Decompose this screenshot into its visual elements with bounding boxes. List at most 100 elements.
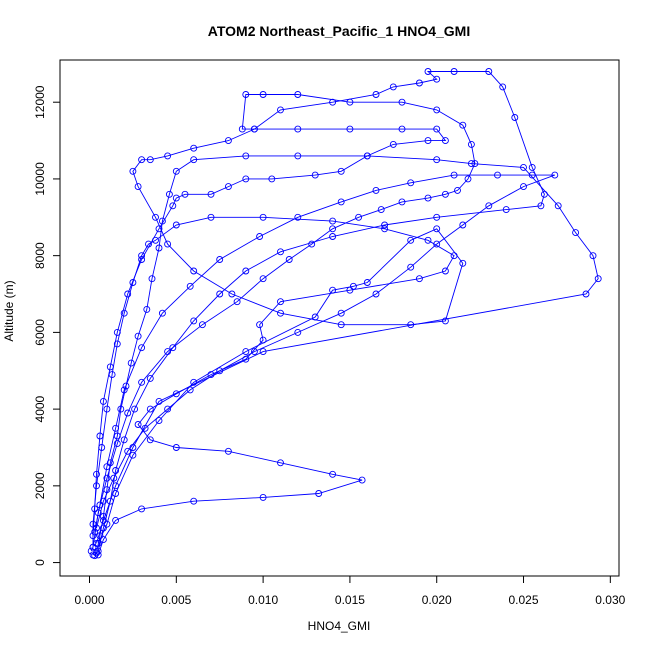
- data-point: [181, 190, 189, 198]
- data-point: [87, 547, 95, 555]
- data-point: [169, 202, 177, 210]
- data-point: [589, 252, 597, 260]
- x-axis-label: HNO4_GMI: [308, 619, 371, 633]
- data-point: [122, 382, 130, 390]
- data-point: [311, 171, 319, 179]
- data-point: [528, 163, 536, 171]
- data-point: [459, 259, 467, 267]
- data-point: [127, 359, 135, 367]
- data-point: [256, 321, 264, 329]
- data-point: [511, 114, 519, 121]
- data-point: [259, 348, 267, 356]
- data-point: [308, 240, 316, 248]
- data-point: [433, 156, 441, 164]
- y-tick-label: 6000: [33, 319, 47, 346]
- data-point: [528, 171, 536, 179]
- data-point: [377, 206, 385, 214]
- data-point: [124, 447, 132, 455]
- data-point: [242, 152, 250, 160]
- data-point: [190, 497, 198, 505]
- data-point: [94, 539, 102, 547]
- x-tick-label: 0.000: [74, 593, 104, 607]
- data-point: [294, 213, 302, 221]
- data-point: [103, 463, 111, 471]
- data-point: [141, 424, 149, 432]
- data-point: [450, 171, 458, 179]
- data-point: [372, 186, 380, 194]
- data-point: [152, 236, 159, 244]
- x-tick-label: 0.025: [509, 593, 539, 607]
- data-point: [198, 321, 206, 329]
- y-tick-label: 10000: [33, 162, 47, 196]
- data-point: [467, 140, 475, 148]
- data-point: [259, 213, 267, 221]
- y-tick-label: 4000: [33, 395, 47, 422]
- x-tick-label: 0.030: [595, 593, 625, 607]
- series-line-2: [94, 71, 545, 556]
- data-point: [407, 321, 415, 329]
- x-tick-label: 0.015: [335, 593, 365, 607]
- data-point: [138, 378, 146, 386]
- data-point: [190, 317, 198, 325]
- data-point: [93, 524, 100, 532]
- y-tick-label: 8000: [33, 242, 47, 269]
- data-point: [172, 194, 180, 202]
- data-point: [242, 175, 250, 183]
- x-tick-label: 0.010: [248, 593, 278, 607]
- data-point: [572, 229, 580, 237]
- data-point: [294, 152, 302, 160]
- data-point: [433, 225, 441, 233]
- data-point: [358, 476, 366, 484]
- data-point: [124, 290, 132, 298]
- data-point: [134, 421, 142, 428]
- data-point: [594, 275, 602, 283]
- data-point: [103, 520, 111, 528]
- data-point: [169, 344, 177, 352]
- data-point: [381, 221, 389, 229]
- data-point: [459, 121, 467, 129]
- data-point: [99, 536, 107, 544]
- data-point: [164, 405, 172, 413]
- data-point: [499, 83, 507, 91]
- data-point: [389, 83, 397, 91]
- data-point: [152, 213, 159, 221]
- data-point: [494, 171, 501, 179]
- data-point: [190, 144, 198, 152]
- data-point: [172, 221, 180, 229]
- data-point: [407, 263, 415, 271]
- data-point: [441, 190, 449, 198]
- data-point: [294, 328, 302, 336]
- data-point: [441, 317, 449, 325]
- data-point: [165, 190, 173, 198]
- y-tick-label: 2000: [33, 472, 47, 499]
- data-point: [337, 167, 345, 175]
- data-point: [471, 160, 479, 168]
- data-point: [99, 524, 107, 532]
- series-layer: [87, 68, 602, 560]
- data-point: [93, 470, 100, 478]
- data-point: [459, 221, 467, 229]
- data-point: [415, 79, 423, 87]
- data-point: [250, 348, 258, 356]
- data-point: [103, 474, 111, 482]
- series-line-5: [94, 174, 555, 532]
- data-point: [155, 417, 163, 425]
- data-point: [94, 551, 102, 559]
- data-point: [259, 336, 267, 344]
- data-point: [582, 290, 590, 298]
- data-point: [242, 267, 250, 275]
- data-point: [433, 106, 441, 114]
- data-point: [138, 252, 146, 260]
- data-point: [190, 156, 198, 164]
- data-point: [485, 202, 493, 210]
- data-point: [146, 436, 154, 444]
- data-point: [216, 256, 224, 263]
- data-point: [346, 125, 354, 133]
- data-point: [407, 236, 415, 244]
- data-point: [146, 405, 154, 413]
- data-point: [433, 213, 441, 221]
- data-point: [337, 198, 345, 206]
- data-point: [164, 240, 172, 248]
- data-point: [337, 309, 345, 317]
